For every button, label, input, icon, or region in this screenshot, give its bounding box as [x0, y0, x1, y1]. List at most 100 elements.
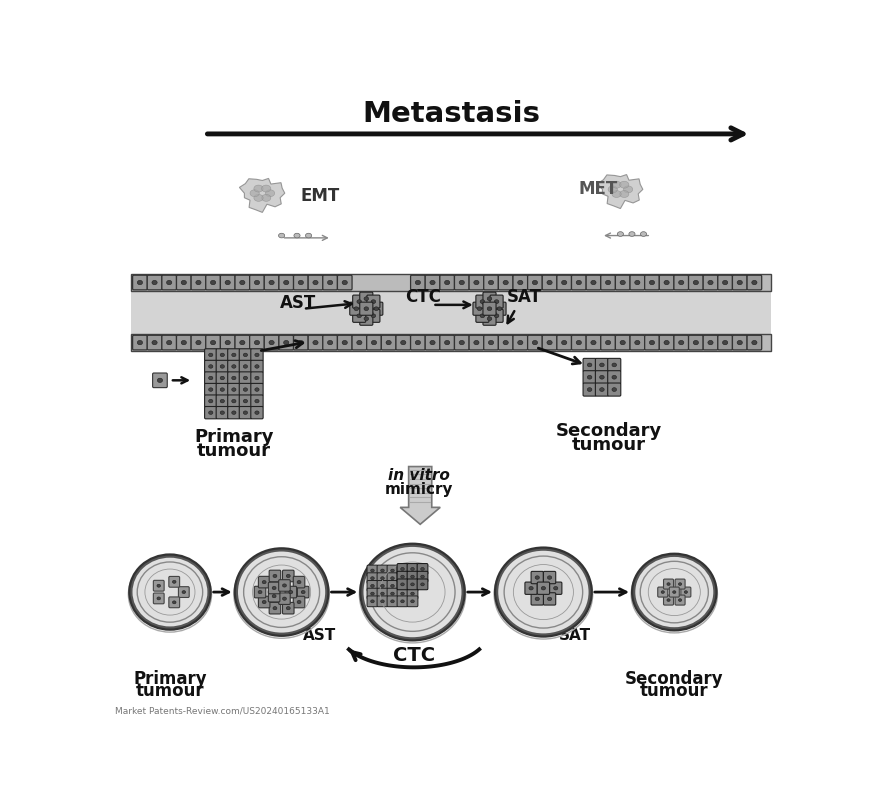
Ellipse shape — [752, 340, 757, 345]
Ellipse shape — [488, 307, 492, 310]
Polygon shape — [239, 179, 285, 213]
FancyBboxPatch shape — [251, 372, 263, 384]
Ellipse shape — [220, 377, 224, 380]
Ellipse shape — [497, 549, 590, 634]
FancyBboxPatch shape — [353, 309, 366, 322]
FancyBboxPatch shape — [279, 276, 294, 290]
Ellipse shape — [371, 314, 376, 318]
FancyBboxPatch shape — [681, 587, 691, 597]
Ellipse shape — [220, 411, 224, 415]
FancyBboxPatch shape — [205, 395, 217, 407]
Ellipse shape — [722, 280, 728, 284]
FancyBboxPatch shape — [323, 335, 337, 350]
Ellipse shape — [209, 364, 213, 368]
Ellipse shape — [547, 340, 552, 345]
FancyBboxPatch shape — [297, 587, 309, 598]
Ellipse shape — [618, 232, 624, 236]
Ellipse shape — [612, 376, 617, 379]
FancyBboxPatch shape — [360, 292, 373, 305]
Ellipse shape — [693, 280, 699, 284]
Text: Primary: Primary — [194, 428, 274, 446]
Ellipse shape — [529, 587, 533, 590]
FancyBboxPatch shape — [251, 406, 263, 419]
Ellipse shape — [298, 280, 304, 284]
FancyBboxPatch shape — [542, 335, 557, 350]
FancyBboxPatch shape — [259, 576, 270, 588]
Ellipse shape — [381, 569, 385, 572]
FancyBboxPatch shape — [293, 596, 304, 608]
Ellipse shape — [488, 317, 492, 321]
Ellipse shape — [517, 340, 523, 345]
Ellipse shape — [480, 300, 485, 304]
Ellipse shape — [400, 569, 404, 572]
FancyBboxPatch shape — [367, 309, 380, 322]
Ellipse shape — [279, 234, 285, 238]
Ellipse shape — [473, 340, 479, 345]
Ellipse shape — [266, 190, 275, 196]
FancyBboxPatch shape — [532, 593, 544, 605]
FancyBboxPatch shape — [645, 335, 659, 350]
Ellipse shape — [649, 280, 655, 284]
Ellipse shape — [262, 580, 266, 583]
FancyBboxPatch shape — [493, 302, 506, 315]
FancyBboxPatch shape — [425, 276, 440, 290]
FancyBboxPatch shape — [268, 591, 280, 602]
Ellipse shape — [561, 340, 567, 345]
FancyBboxPatch shape — [337, 276, 352, 290]
Ellipse shape — [282, 597, 286, 600]
Ellipse shape — [708, 280, 713, 284]
FancyBboxPatch shape — [282, 570, 294, 582]
Ellipse shape — [298, 340, 304, 345]
FancyBboxPatch shape — [216, 349, 229, 361]
Ellipse shape — [182, 591, 186, 594]
FancyBboxPatch shape — [294, 276, 308, 290]
FancyBboxPatch shape — [228, 395, 240, 407]
Ellipse shape — [255, 353, 259, 356]
FancyBboxPatch shape — [133, 276, 147, 290]
Text: AST: AST — [304, 628, 336, 643]
FancyBboxPatch shape — [396, 335, 411, 350]
FancyBboxPatch shape — [269, 603, 281, 614]
FancyBboxPatch shape — [596, 359, 608, 372]
FancyBboxPatch shape — [718, 276, 732, 290]
Ellipse shape — [354, 307, 358, 310]
Ellipse shape — [364, 297, 369, 301]
Ellipse shape — [209, 353, 213, 356]
FancyBboxPatch shape — [397, 565, 408, 576]
Ellipse shape — [269, 280, 275, 284]
FancyBboxPatch shape — [615, 335, 630, 350]
Ellipse shape — [231, 353, 236, 356]
Ellipse shape — [678, 280, 684, 284]
Ellipse shape — [576, 340, 582, 345]
Ellipse shape — [497, 307, 502, 310]
Ellipse shape — [411, 569, 414, 572]
Text: mimicry: mimicry — [385, 482, 453, 497]
FancyBboxPatch shape — [216, 384, 229, 396]
Text: Secondary: Secondary — [625, 670, 723, 688]
FancyBboxPatch shape — [239, 372, 252, 384]
Ellipse shape — [283, 340, 289, 345]
Ellipse shape — [237, 550, 326, 633]
FancyBboxPatch shape — [378, 588, 388, 599]
FancyBboxPatch shape — [378, 573, 388, 583]
FancyBboxPatch shape — [169, 597, 180, 608]
FancyBboxPatch shape — [378, 596, 388, 607]
Ellipse shape — [301, 591, 305, 594]
Ellipse shape — [209, 377, 213, 380]
Ellipse shape — [561, 280, 567, 284]
FancyBboxPatch shape — [407, 564, 418, 574]
FancyBboxPatch shape — [674, 276, 688, 290]
Ellipse shape — [752, 280, 757, 284]
FancyBboxPatch shape — [179, 587, 189, 597]
Ellipse shape — [283, 280, 289, 284]
FancyBboxPatch shape — [397, 564, 408, 574]
Ellipse shape — [400, 583, 404, 586]
Ellipse shape — [209, 411, 213, 415]
Ellipse shape — [391, 577, 394, 579]
Ellipse shape — [374, 307, 378, 310]
Ellipse shape — [599, 388, 605, 391]
Ellipse shape — [535, 576, 539, 579]
FancyBboxPatch shape — [367, 573, 378, 583]
Ellipse shape — [370, 569, 374, 572]
Ellipse shape — [364, 317, 369, 321]
